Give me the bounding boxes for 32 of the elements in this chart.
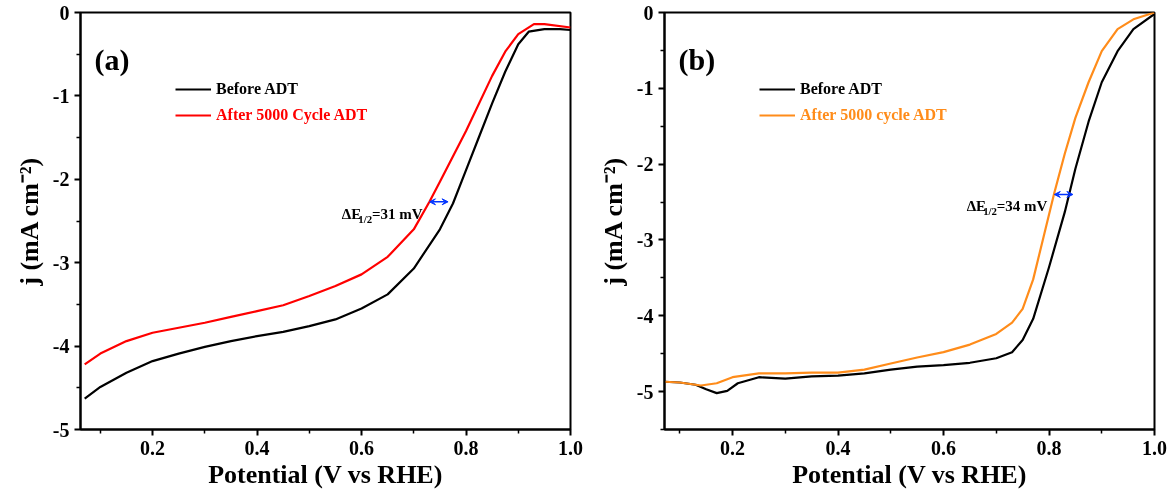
legend-label: After 5000 cycle ADT: [800, 105, 947, 125]
legend-label: After 5000 Cycle ADT: [216, 105, 368, 125]
annotation: (b): [678, 43, 716, 77]
y-tick-label: -2: [636, 153, 654, 176]
x-tick-label: 0.4: [244, 436, 270, 459]
y-tick-label: -4: [52, 335, 70, 358]
x-axis-title: Potential (V vs RHE): [792, 459, 1027, 489]
y-tick-label: -2: [52, 168, 70, 191]
legend-label: Before ADT: [800, 79, 882, 99]
y-axis-title: j (mA cm⁻²): [598, 157, 628, 287]
x-tick-label: 0.2: [140, 436, 166, 459]
y-tick-label: -1: [636, 77, 654, 100]
y-axis-title: j (mA cm⁻²): [14, 157, 44, 287]
y-tick-label: -1: [52, 84, 70, 107]
y-tick-label: 0: [643, 1, 654, 24]
y-tick-label: -3: [636, 228, 654, 251]
x-tick-label: 0.6: [349, 436, 375, 459]
y-tick-label: -5: [636, 380, 654, 403]
annotation: (a): [94, 43, 130, 77]
x-tick-label: 1.0: [558, 436, 583, 459]
y-tick-label: -3: [52, 251, 70, 274]
x-tick-label: 0.6: [931, 436, 957, 459]
legend-label: Before ADT: [216, 79, 298, 99]
y-tick-label: -4: [636, 304, 654, 327]
x-tick-label: 1.0: [1142, 436, 1167, 459]
x-tick-label: 0.4: [825, 436, 851, 459]
x-tick-label: 0.2: [720, 436, 746, 459]
x-tick-label: 0.8: [1036, 436, 1062, 459]
x-axis-title: Potential (V vs RHE): [208, 459, 443, 489]
y-tick-label: -5: [52, 418, 70, 441]
x-tick-label: 0.8: [453, 436, 479, 459]
y-tick-label: 0: [59, 1, 70, 24]
